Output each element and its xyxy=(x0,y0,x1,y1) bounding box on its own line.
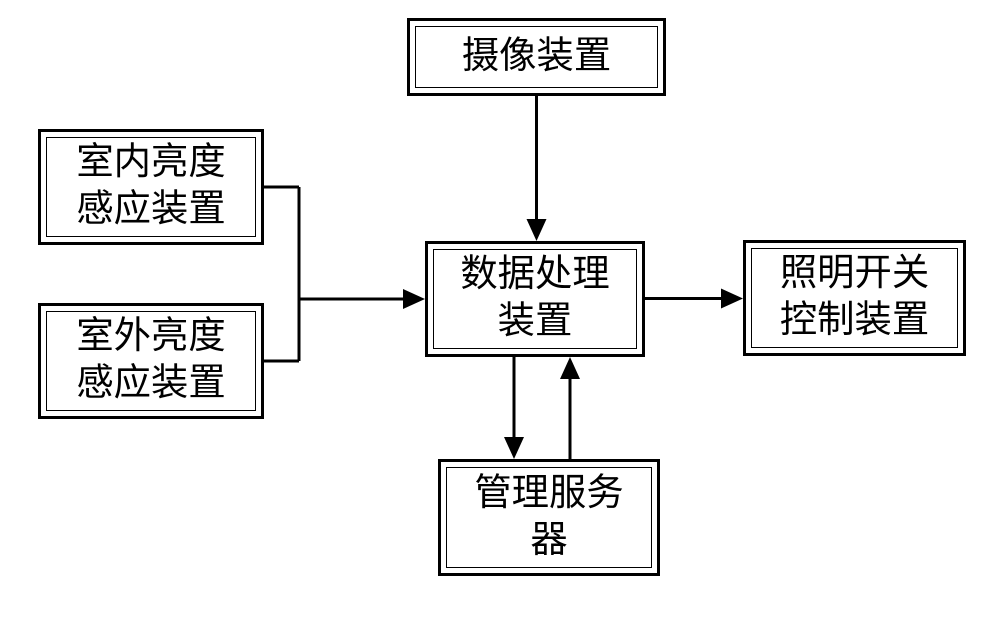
node-label: 照明开关 控制装置 xyxy=(780,251,929,344)
node-outdoor: 室外亮度 感应装置 xyxy=(38,303,264,419)
node-label: 室内亮度 感应装置 xyxy=(76,140,225,233)
node-label: 管理服务 器 xyxy=(474,471,623,564)
diagram-canvas: 摄像装置室内亮度 感应装置室外亮度 感应装置 数据处理 装置 照明开关 控制装置管理… xyxy=(0,0,1000,619)
node-label: 室外亮度 感应装置 xyxy=(76,314,225,407)
node-label: 数据处理 装置 xyxy=(460,252,609,345)
node-proc: 数据处理 装置 xyxy=(425,241,645,357)
node-label: 摄像装置 xyxy=(462,34,611,81)
node-camera: 摄像装置 xyxy=(407,18,666,96)
node-light: 照明开关 控制装置 xyxy=(743,240,966,356)
node-indoor: 室内亮度 感应装置 xyxy=(38,129,264,245)
node-mgmt: 管理服务 器 xyxy=(438,459,660,576)
